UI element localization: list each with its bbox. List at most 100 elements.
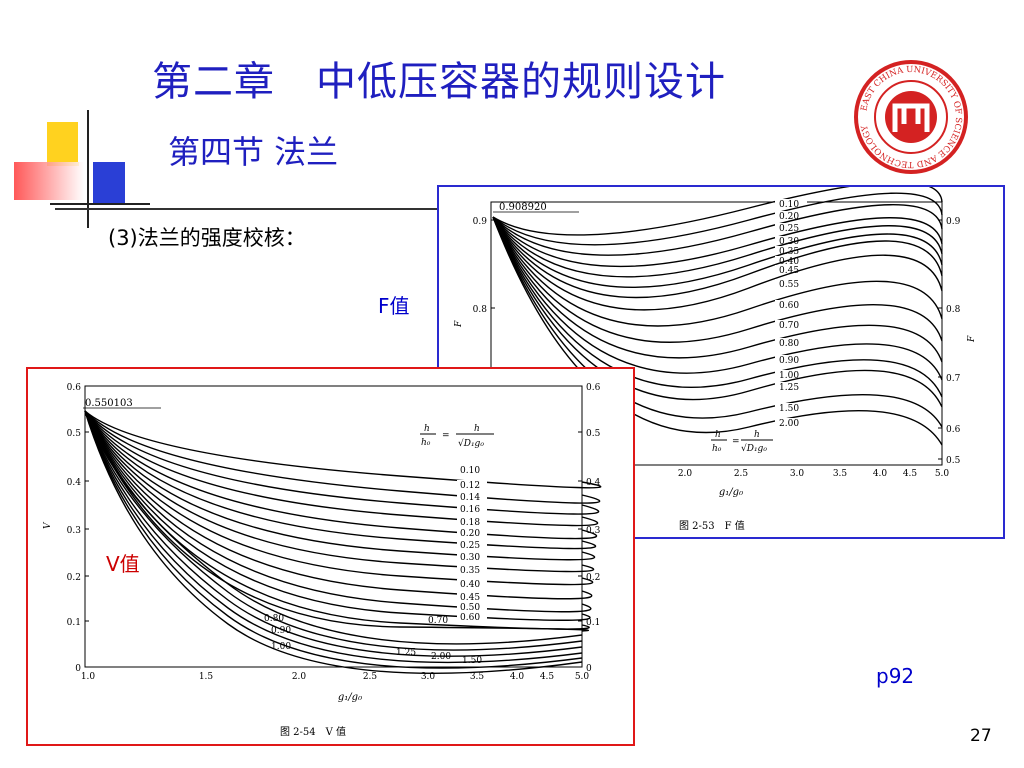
f-curve-label: 1.50: [779, 404, 799, 414]
v-x-tick: 1.5: [199, 672, 214, 682]
v-curve: [84, 410, 602, 489]
v-curve-label: 0.10: [460, 466, 480, 476]
v-curve-label-bg: [457, 602, 487, 612]
v-curve-low: [84, 410, 583, 664]
v-y-tick-left: 0.5: [67, 429, 82, 439]
v-curve-label: 0.12: [460, 481, 480, 491]
page-reference: p92: [876, 664, 915, 688]
v-start-value: 0.550103: [85, 398, 133, 409]
v-curve-label-bg: [457, 540, 487, 550]
f-y-tick-left: 0.8: [473, 305, 488, 315]
v-curve-label: 0.18: [460, 518, 480, 528]
f-x-tick: 2.5: [734, 469, 749, 479]
v-curve-label-bg: [457, 612, 487, 622]
f-curve-label-bg: [775, 355, 807, 365]
v-low-label: 1.00: [271, 642, 291, 652]
f-x-tick: 3.5: [833, 469, 848, 479]
f-curve-label-bg: [775, 236, 807, 246]
f-y-tick-right: 0.6: [946, 425, 961, 435]
f-x-tick: 5.0: [935, 469, 950, 479]
v-curve-low: [84, 410, 583, 669]
v-y-tick-left: 0.2: [67, 573, 81, 583]
v-formula-rhs-den: √D₁g₀: [458, 438, 484, 449]
v-x-tick: 2.0: [292, 672, 307, 682]
f-curve: [492, 216, 943, 398]
v-curve-low: [84, 410, 583, 657]
corner-decoration: [14, 110, 150, 228]
f-x-tick: 4.5: [903, 469, 918, 479]
f-curve-label: 1.25: [779, 383, 799, 393]
f-value-label: F值: [378, 294, 410, 318]
v-curve: [84, 410, 595, 573]
v-low-label: 1.25: [396, 648, 416, 658]
v-curve-label: 0.40: [460, 580, 480, 590]
v-x-axis-label: g₁/g₀: [338, 692, 362, 703]
v-low-label: 0.80: [264, 614, 284, 624]
f-curve-label-bg: [775, 199, 807, 209]
v-x-tick: 2.5: [363, 672, 378, 682]
v-curve-label-bg: [457, 504, 487, 514]
v-y-tick-right: 0.5: [586, 429, 601, 439]
v-x-tick: 5.0: [575, 672, 590, 682]
v-y-tick-left: 0: [75, 664, 81, 674]
v-caption: 图 2-54 V 值: [280, 725, 346, 738]
f-x-tick: 3.0: [790, 469, 805, 479]
f-curve: [492, 216, 943, 278]
f-curve-label: 0.45: [779, 266, 799, 276]
v-chart: 0.6 0.60.5 0.50.4 0.40.3 0.30.2 0.20.1 0.10 0V1…: [43, 383, 602, 738]
f-start-value: 0.908920: [499, 202, 547, 213]
f-curve: [492, 192, 943, 246]
v-x-tick: 3.5: [470, 672, 485, 682]
f-x-tick: 2.0: [678, 469, 693, 479]
f-formula-eq: =: [732, 437, 740, 447]
v-plot-frame: [84, 385, 583, 668]
f-chart: 0.90.90.80.80.70.70.60.60.50.5FF2.02.53.…: [454, 181, 977, 532]
v-y-tick-right: 0.2: [586, 573, 600, 583]
v-formula-rhs-num: h: [474, 424, 480, 434]
f-curve-label-bg: [775, 418, 807, 428]
v-curve-label-bg: [457, 565, 487, 575]
f-curve: [492, 216, 943, 288]
f-curve: [492, 216, 943, 268]
f-curve-label-bg: [775, 320, 807, 330]
v-value-label: V值: [106, 552, 140, 576]
f-curve-label: 0.55: [779, 280, 799, 290]
slide-subtitle: 第四节 法兰: [168, 133, 339, 171]
f-curve-label: 2.00: [779, 419, 799, 429]
section-item: (3)法兰的强度校核：: [108, 226, 306, 250]
f-curve: [492, 204, 943, 256]
f-curve: [492, 216, 943, 446]
v-y-tick-right: 0: [586, 664, 592, 674]
v-curve: [84, 410, 594, 586]
v-value-figure: 0.6 0.6 0.5 0.5 0.4 0.4 0.3 0.3 0.2 0.2 0.1 0.1 0 0 V 1…: [26, 367, 635, 746]
f-x-axis-label: g₁/g₀: [719, 487, 743, 498]
v-curve-label: 0.20: [460, 529, 480, 539]
v-curve-low: [84, 410, 583, 651]
v-low-label: 2.00: [431, 652, 451, 662]
v-y-tick-left: 0.6: [67, 383, 82, 393]
v-curve-label: 0.35: [460, 566, 480, 576]
f-curve-label-bg: [775, 338, 807, 348]
f-curve-label-bg: [775, 256, 807, 266]
f-curve-label: 0.20: [779, 212, 799, 222]
v-curve-label-bg: [457, 480, 487, 490]
f-curve-label: 0.40: [779, 257, 799, 267]
f-curve: [492, 216, 943, 311]
slide-title: 第二章 中低压容器的规则设计: [152, 59, 726, 105]
v-curve-low: [84, 410, 583, 674]
f-curve-label-bg: [775, 403, 807, 413]
university-seal-icon: EAST CHINA UNIVERSITY OF SCIENCE AND TEC…: [854, 60, 968, 174]
v-x-tick: 4.5: [540, 672, 555, 682]
v-curve-label-bg: [457, 592, 487, 602]
v-x-tick: 3.0: [421, 672, 436, 682]
v-curve-label: 0.70: [428, 616, 448, 626]
f-curve: [492, 216, 943, 381]
f-curve-label-bg: [775, 279, 807, 289]
v-y-axis-label: V: [43, 521, 53, 529]
f-y-tick-right: 0.9: [946, 217, 961, 227]
v-curve-label-bg: [457, 465, 487, 475]
v-curve: [84, 410, 598, 540]
f-curve-label: 1.00: [779, 371, 799, 381]
v-curve-label: 0.45: [460, 593, 480, 603]
v-curve: [84, 410, 599, 527]
